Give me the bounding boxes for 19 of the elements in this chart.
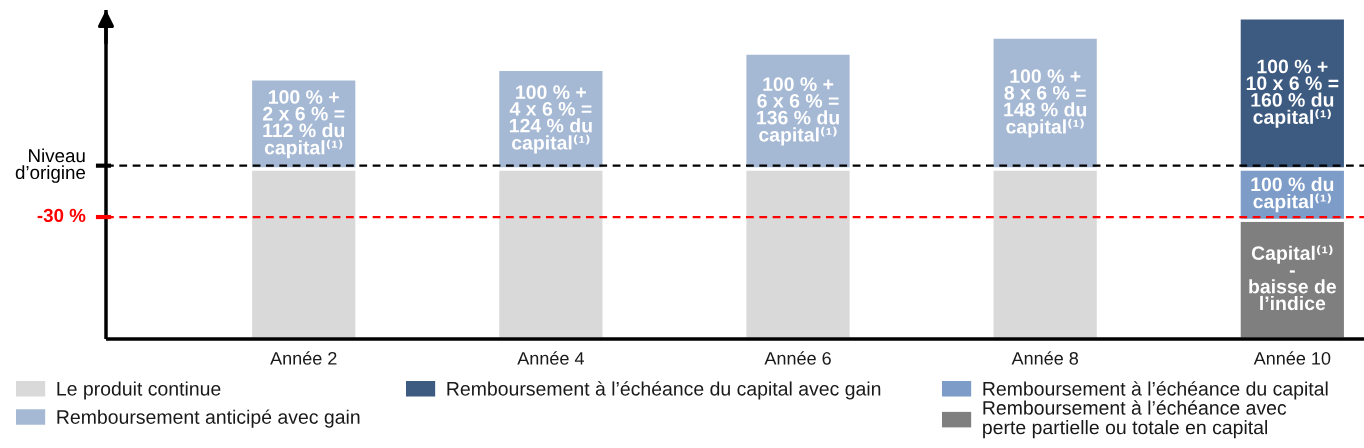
annotation: 100 % + 8 x 6 % = 148 % du capital⁽¹⁾: [1004, 69, 1087, 138]
legend-label: Remboursement à l’échéance du capital avec gain: [447, 381, 881, 400]
legend-label: Remboursement anticipé avec gain: [57, 409, 360, 428]
x-tick-label: Année 8: [1011, 351, 1079, 365]
legend-label: Remboursement à l’échéance avec perte partielle ou totale en capital: [983, 400, 1287, 439]
annotation: 100 % + 2 x 6 % = 112 % du capital⁽¹⁾: [263, 90, 345, 159]
annotation: 100 % + 4 x 6 % = 124 % du capital⁽¹⁾: [509, 85, 592, 154]
x-tick-label: Année 10: [1253, 351, 1331, 365]
text: -30 %: [37, 208, 86, 223]
x-tick-label: Année 6: [764, 351, 831, 365]
annotation: 100 % + 10 x 6 % = 160 % du capital⁽¹⁾: [1246, 59, 1339, 128]
legend-label: Remboursement à l’échéance du capital: [983, 381, 1328, 400]
annotation: 100 % + 6 x 6 % = 136 % du capital⁽¹⁾: [757, 77, 839, 146]
annotation: Capital⁽¹⁾ - baisse de l’indice: [1249, 245, 1336, 311]
text: Niveau d’origine: [15, 148, 86, 183]
x-tick-label: Année 2: [270, 351, 337, 365]
legend-label: Le produit continue: [57, 381, 221, 400]
annotation: 100 % du capital⁽¹⁾: [1251, 176, 1334, 213]
x-tick-label: Année 4: [517, 351, 584, 365]
